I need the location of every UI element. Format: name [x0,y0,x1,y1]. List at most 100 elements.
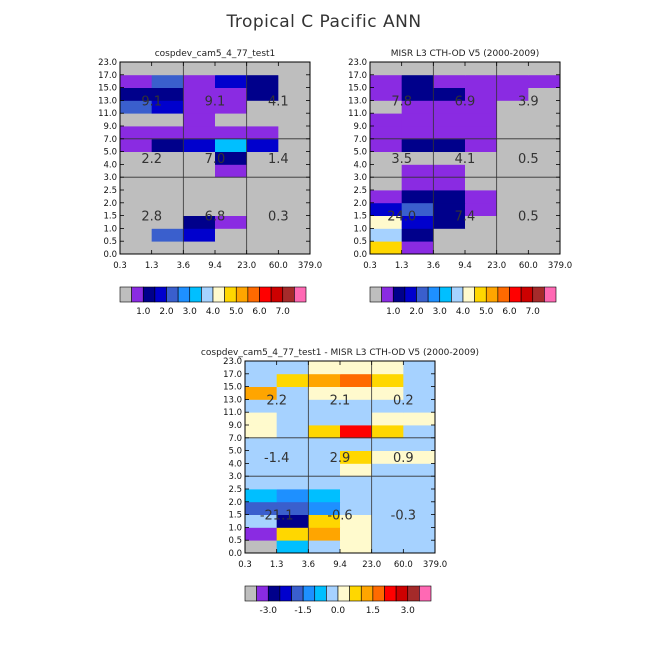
heatmap-cell [278,215,311,229]
colorbar-swatch [462,286,475,303]
heatmap-cell [245,476,278,490]
heatmap-cell [278,113,311,127]
y-tick-label: 3.0 [103,173,117,183]
sum-annotation: 1.4 [268,152,289,167]
y-tick-label: 13.0 [98,96,117,106]
x-tick-label: 3.6 [302,560,316,570]
heatmap-cell [528,215,561,229]
heatmap-cell [276,476,309,490]
y-tick-label: 0.0 [228,549,242,559]
heatmap-cell [403,399,436,413]
sum-annotation: 2.8 [141,210,162,225]
colorbar-swatch [544,286,557,303]
heatmap-cell [370,151,403,165]
heatmap-cell [120,113,153,127]
heatmap-cell [401,100,434,114]
sum-annotation: 9.1 [205,94,226,109]
heatmap-cell [278,177,311,191]
heatmap-cell [308,514,341,528]
heatmap-cell [151,202,184,216]
heatmap-cell [370,228,403,242]
heatmap-cell [215,62,248,76]
colorbar-swatch [395,585,409,602]
y-tick-label: 11.0 [98,109,117,119]
heatmap-cell [433,190,466,204]
x-tick-label: 1.3 [270,560,284,570]
colorbar-swatch [270,286,284,303]
heatmap-cell [183,74,216,88]
heatmap-cell [278,62,311,76]
heatmap-cell [183,215,216,229]
heatmap-cell [215,202,248,216]
heatmap-cell [215,164,248,178]
sum-annotation: 2.2 [141,152,162,167]
colorbar-swatch [427,286,441,303]
y-tick-label: 7.0 [228,434,242,444]
colorbar-swatch [439,286,452,303]
x-tick-label: 0.3 [363,261,377,271]
heatmap-cell [183,138,216,152]
heatmap-cell [340,527,373,541]
heatmap-cell [245,386,278,400]
heatmap-cell [370,138,403,152]
colorbar-swatch [267,585,281,602]
y-tick-label: 3.0 [228,472,242,482]
x-tick-label: 0.3 [238,560,252,570]
y-tick-label: 2.0 [103,199,117,209]
heatmap-cell [528,74,561,88]
colorbar-swatch [212,286,225,303]
heatmap-cell [371,437,404,451]
heatmap-cell [340,450,373,464]
heatmap-cell [403,489,436,503]
colorbar-swatch [154,286,167,303]
heatmap-cell [528,164,561,178]
heatmap-cell [276,501,309,515]
colorbar-label: 2.0 [159,307,174,317]
heatmap-cell [151,151,184,165]
y-tick-label: 11.0 [348,109,367,119]
heatmap-cell [245,540,278,554]
heatmap-cell [401,177,434,191]
heatmap-cell [496,228,529,242]
colorbar-label: -1.5 [294,606,312,616]
heatmap-cell [528,100,561,114]
heatmap-cell [433,100,466,114]
panel-title: cospdev_cam5_4_77_test1 [155,49,276,59]
colorbar-swatch [291,585,304,602]
heatmap-cell [276,540,309,554]
heatmap-cell [246,126,279,140]
heatmap-cell [278,126,311,140]
colorbar-swatch [474,286,487,303]
x-tick-label: 60.0 [269,261,288,271]
heatmap-cell [433,215,466,229]
y-tick-label: 23.0 [223,357,242,367]
heatmap-cell [340,540,373,554]
heatmap-cell [371,489,404,503]
sum-annotation: 2.9 [330,451,351,466]
heatmap-cell [401,215,434,229]
colorbar-1: 1.0 2.0 3.0 4.0 5.0 6.0 7.0 [119,286,307,317]
y-tick-label: 17.0 [98,71,117,81]
colorbar-swatch [177,286,191,303]
heatmap-cell [433,62,466,76]
sum-annotation: 0.2 [393,393,414,408]
panel-title: MISR L3 CTH-OD V5 (2000-2009) [391,49,540,59]
sum-annotation: 3.5 [391,152,412,167]
heatmap-panel-1: cospdev_cam5_4_77_test1 0.0 0.5 1.0 1.5 2.0 2.… [98,49,322,271]
heatmap-cell [340,463,373,477]
heatmap-cell [183,164,216,178]
heatmap-cell [496,202,529,216]
sum-annotation: 9.1 [141,94,162,109]
heatmap-cell [496,215,529,229]
heatmap-cell [245,361,278,375]
heatmap-cell [120,190,153,204]
heatmap-cell [120,100,153,114]
heatmap-cell [183,87,216,101]
x-tick-label: 1.3 [145,261,159,271]
heatmap-cell [245,501,278,515]
heatmap-cell [403,450,436,464]
y-tick-label: 13.0 [348,96,367,106]
y-tick-label: 4.0 [103,160,117,170]
colorbar-swatch [369,286,382,303]
colorbar-swatch [256,585,269,602]
